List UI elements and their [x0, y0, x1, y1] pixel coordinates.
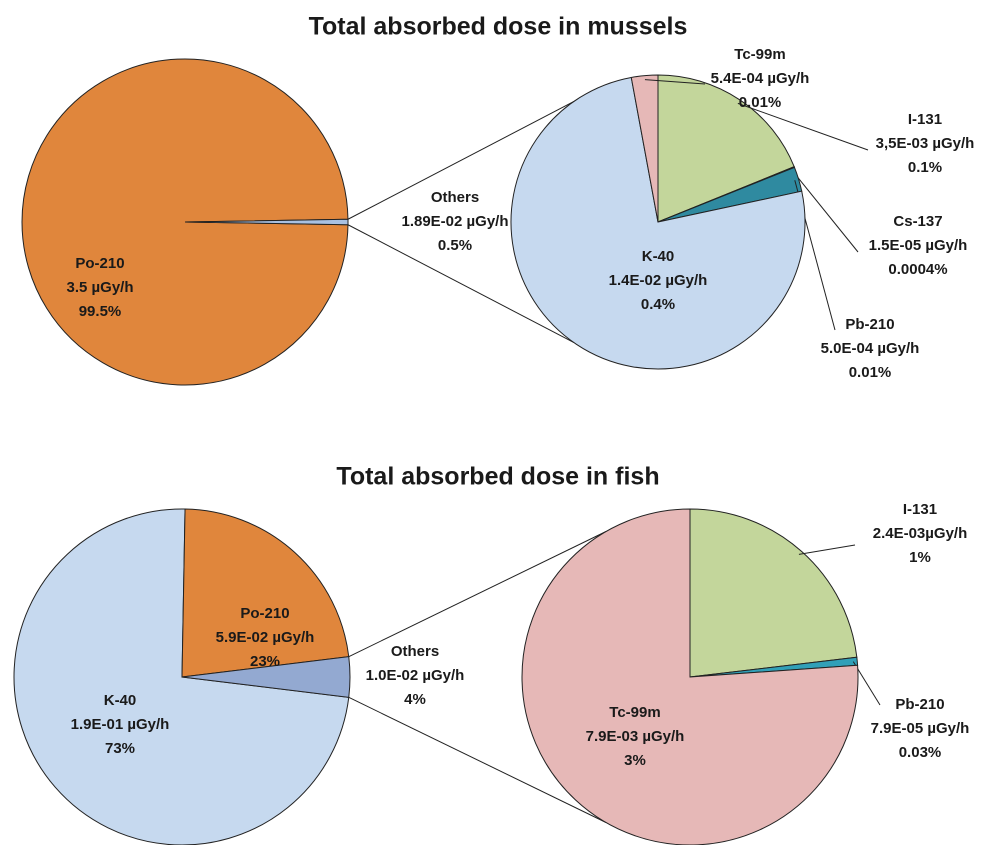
- leader-line: [644, 79, 706, 85]
- slice-label: Pb-210: [895, 696, 944, 713]
- slice-label: Po-210: [75, 255, 124, 272]
- slice: [13, 508, 350, 845]
- slice: [510, 76, 806, 370]
- slice-label: 1.89E-02 µGy/h: [401, 213, 508, 230]
- slice-label: Cs-137: [893, 213, 942, 230]
- slice-label: Others: [391, 643, 439, 660]
- slice-label: 5.9E-02 µGy/h: [216, 629, 315, 646]
- others-slice: [184, 218, 349, 226]
- connector: [347, 224, 574, 343]
- slice-label: Tc-99m: [609, 704, 660, 721]
- slice-label: I-131: [903, 501, 937, 518]
- slice-label: Pb-210: [845, 316, 894, 333]
- slice-label: I-131: [908, 111, 942, 128]
- slice-label: 0.5%: [438, 237, 472, 254]
- others-slice: [181, 656, 351, 698]
- slice-label: 4%: [404, 691, 426, 708]
- slice-label: 7.9E-03 µGy/h: [586, 728, 685, 745]
- slice-label: 2.4E-03µGy/h: [873, 525, 968, 542]
- slice: [630, 74, 659, 223]
- slice-label: 0.1%: [908, 159, 942, 176]
- slice-label: 0.01%: [739, 94, 782, 111]
- slice-label: 7.9E-05 µGy/h: [871, 720, 970, 737]
- slice-label: 3%: [624, 752, 646, 769]
- slice-label: 0.4%: [641, 296, 675, 313]
- slice-label: 1%: [909, 549, 931, 566]
- slice-label: 1.4E-02 µGy/h: [609, 272, 708, 289]
- slice-label: 1.5E-05 µGy/h: [869, 237, 968, 254]
- connector: [348, 531, 607, 658]
- slice-label: 0.03%: [899, 744, 942, 761]
- slice-label: 0.01%: [849, 364, 892, 381]
- slice-label: Tc-99m: [734, 46, 785, 63]
- slice-label: K-40: [642, 248, 675, 265]
- slice-label: 1.0E-02 µGy/h: [366, 667, 465, 684]
- chart-title: Total absorbed dose in mussels: [309, 13, 688, 41]
- slice-label: Others: [431, 189, 479, 206]
- chart-title: Total absorbed dose in fish: [336, 463, 659, 491]
- slice-label: 1.9E-01 µGy/h: [71, 716, 170, 733]
- slice-label: 3.5 µGy/h: [66, 279, 133, 296]
- slice-label: K-40: [104, 692, 137, 709]
- slice-label: 99.5%: [79, 303, 122, 320]
- connector: [347, 101, 574, 220]
- slice-label: 0.0004%: [888, 261, 947, 278]
- leader-line: [798, 544, 856, 555]
- slice-label: Po-210: [240, 605, 289, 622]
- slice-label: 3,5E-03 µGy/h: [876, 135, 975, 152]
- slice-label: 73%: [105, 740, 135, 757]
- slice: [181, 508, 350, 678]
- slice: [21, 58, 349, 386]
- slice-label: 23%: [250, 653, 280, 670]
- connector: [348, 696, 607, 823]
- leader-line: [790, 168, 859, 253]
- slice-label: 5.4E-04 µGy/h: [711, 70, 810, 87]
- slice-label: 5.0E-04 µGy/h: [821, 340, 920, 357]
- slice: [689, 508, 858, 678]
- slice: [521, 508, 859, 845]
- leader-line: [737, 102, 869, 151]
- slice: [657, 74, 795, 223]
